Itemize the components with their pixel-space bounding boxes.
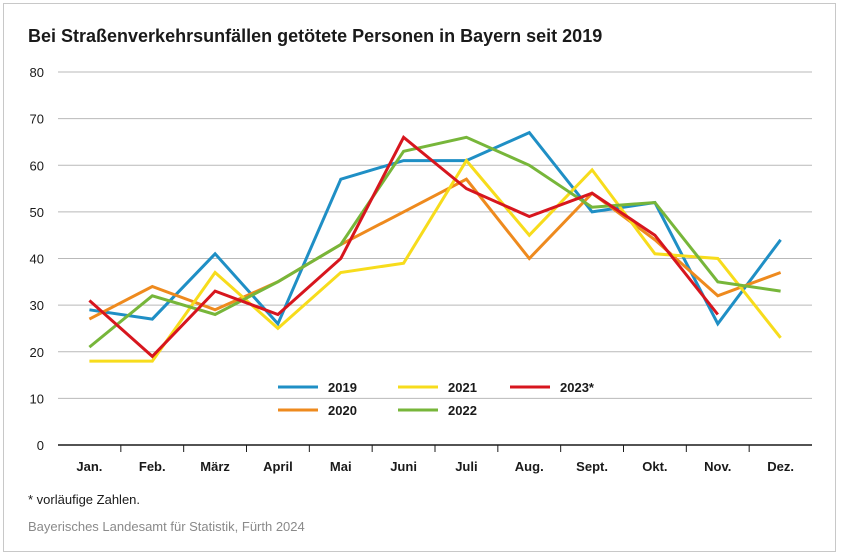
legend-label-2022: 2022 (448, 403, 477, 418)
x-tick-label-9: Okt. (642, 459, 667, 474)
x-tick-label-11: Dez. (767, 459, 794, 474)
y-tick-label-20: 20 (30, 345, 44, 360)
legend-label-2021: 2021 (448, 380, 477, 395)
series-lines (88, 130, 782, 363)
y-tick-label-30: 30 (30, 298, 44, 313)
x-tick-label-6: Juli (455, 459, 477, 474)
y-tick-label-50: 50 (30, 205, 44, 220)
y-tick-label-60: 60 (30, 158, 44, 173)
legend: 2019 2020 2021 2022 2023* (278, 380, 595, 418)
legend-label-2023: 2023* (560, 380, 595, 395)
source-note: Bayerisches Landesamt für Statistik, Für… (28, 519, 305, 534)
y-tick-label-0: 0 (37, 438, 44, 453)
x-tick-label-5: Juni (390, 459, 417, 474)
x-tick-label-2: März (200, 459, 230, 474)
y-tick-label-70: 70 (30, 112, 44, 127)
y-tick-label-10: 10 (30, 391, 44, 406)
x-tick-label-0: Jan. (76, 459, 102, 474)
series-line-2022 (88, 135, 781, 349)
series-line-2019 (89, 130, 782, 327)
legend-label-2020: 2020 (328, 403, 357, 418)
x-tick-label-1: Feb. (139, 459, 166, 474)
x-axis: Jan. Feb. März April Mai Juni Juli Aug. Sept. Okt… (58, 444, 812, 474)
x-tick-label-10: Nov. (704, 459, 731, 474)
series-line-2023 (88, 134, 719, 359)
x-tick-label-3: April (263, 459, 293, 474)
footnote: * vorläufige Zahlen. (28, 492, 141, 507)
y-axis-ticks: 0 10 20 30 40 50 60 70 80 (30, 65, 44, 453)
y-tick-label-40: 40 (30, 252, 44, 267)
gridlines (58, 71, 812, 399)
x-tick-label-7: Aug. (515, 459, 544, 474)
y-tick-label-80: 80 (30, 65, 44, 80)
x-tick-label-8: Sept. (576, 459, 608, 474)
series-line-2021 (89, 158, 782, 363)
chart-title: Bei Straßenverkehrsunfällen getötete Per… (28, 26, 603, 46)
series-line-2020 (88, 177, 782, 321)
x-tick-label-4: Mai (330, 459, 352, 474)
legend-label-2019: 2019 (328, 380, 357, 395)
